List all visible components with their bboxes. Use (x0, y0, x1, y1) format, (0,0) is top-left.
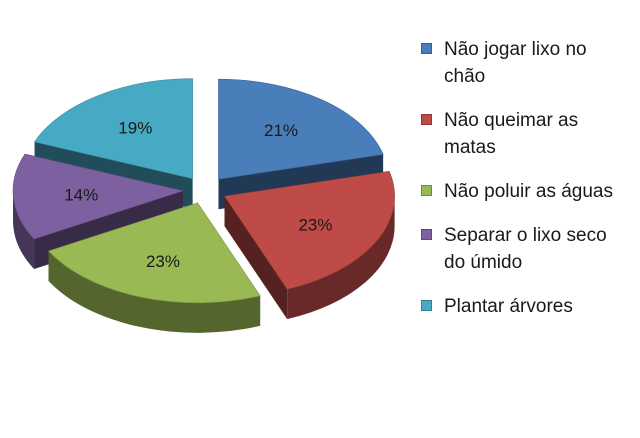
legend-item: Separar o lixo seco do úmido (418, 222, 633, 276)
pie-slice-top (224, 170, 395, 290)
pie-slice (48, 202, 261, 333)
legend-swatch (421, 114, 432, 125)
legend-label: Não queimar as matas (444, 110, 579, 158)
chart-legend: Não jogar lixo no chão Não queimar as mat… (418, 36, 633, 337)
pie-chart: 21% 23% 23% 14% 19% (12, 78, 395, 333)
pie-slice (224, 170, 395, 320)
legend-label: Não jogar lixo no chão (444, 39, 587, 87)
pie-slice-side (13, 190, 35, 270)
legend-swatch (421, 43, 432, 54)
pie-slice-top (34, 78, 193, 180)
pie-slice-top (48, 202, 261, 304)
legend-item: Não poluir as águas (418, 178, 633, 205)
pie-slice-top (12, 153, 185, 240)
legend-swatch (421, 300, 432, 311)
data-label: 23% (146, 252, 180, 271)
legend-item: Plantar árvores (418, 293, 633, 320)
legend-label: Plantar árvores (444, 296, 573, 317)
legend-swatch (421, 185, 432, 196)
data-label: 19% (118, 118, 152, 137)
legend-label: Separar o lixo seco do úmido (444, 225, 607, 273)
data-label: 21% (264, 121, 298, 140)
data-label: 23% (298, 215, 332, 234)
pie-slice-side (287, 196, 395, 320)
legend-item: Não jogar lixo no chão (418, 36, 633, 90)
data-label: 14% (64, 186, 98, 205)
pie-slice-wall (224, 196, 288, 320)
legend-item: Não queimar as matas (418, 107, 633, 161)
pie-slice-top (218, 78, 384, 180)
pie-slice-side (48, 251, 261, 333)
legend-swatch (421, 229, 432, 240)
legend-label: Não poluir as águas (444, 181, 613, 202)
